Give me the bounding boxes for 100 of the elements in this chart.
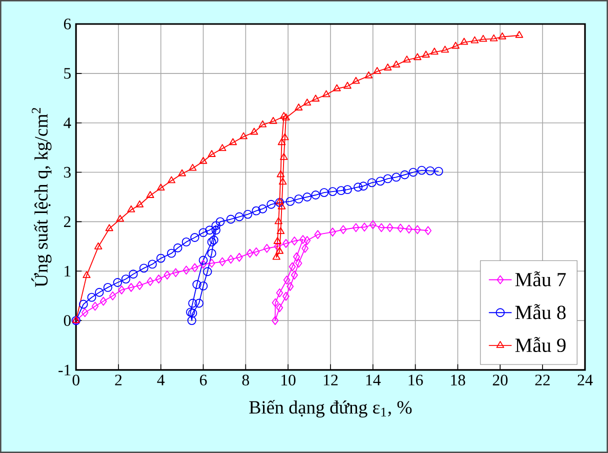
point (295, 258, 302, 268)
point (312, 94, 320, 102)
point (81, 308, 88, 318)
point (205, 226, 214, 235)
point (246, 248, 254, 258)
x-tick-label: 6 (200, 374, 207, 386)
point (234, 212, 244, 222)
point (203, 267, 212, 276)
point (272, 316, 279, 326)
point (199, 156, 208, 164)
point (282, 113, 290, 120)
x-tick-label: 22 (535, 374, 550, 386)
point (278, 178, 287, 185)
point (342, 185, 352, 194)
point (276, 170, 285, 178)
point (276, 227, 285, 234)
point (470, 36, 479, 44)
point (408, 168, 418, 177)
point (288, 262, 296, 272)
point (100, 296, 107, 306)
point (136, 280, 144, 290)
point (198, 281, 208, 290)
point (105, 224, 114, 232)
point (252, 206, 261, 216)
x-axis-title: Biến dạng đứng ε$_{1}$, % (249, 400, 412, 418)
point (276, 303, 284, 312)
point (282, 238, 290, 248)
point (274, 217, 282, 224)
point (358, 182, 368, 191)
point (417, 166, 426, 175)
point (109, 291, 116, 300)
point (128, 282, 135, 292)
point (378, 223, 385, 232)
y-tick-label: 0 (64, 315, 71, 326)
point (369, 220, 376, 230)
point (422, 50, 430, 58)
point (276, 288, 284, 298)
point (139, 264, 148, 273)
point (188, 164, 197, 171)
x-tick-label: 0 (72, 374, 80, 386)
point (322, 90, 330, 98)
point (156, 254, 166, 263)
x-tick-label: 18 (451, 374, 466, 386)
point (304, 236, 311, 245)
x-tick-label: 2 (115, 374, 122, 386)
point (278, 138, 286, 146)
point (116, 214, 124, 222)
point (460, 38, 468, 45)
point (208, 258, 216, 268)
point (392, 172, 401, 182)
point (178, 169, 186, 176)
point (155, 274, 162, 284)
point (236, 252, 243, 262)
point (424, 226, 432, 236)
point (146, 191, 154, 198)
point (156, 184, 165, 191)
point (376, 176, 385, 186)
point (400, 170, 410, 180)
point (168, 176, 176, 184)
point (441, 46, 449, 53)
point (92, 302, 99, 311)
point (136, 200, 144, 208)
x-tick-label: 12 (324, 374, 338, 386)
point (208, 150, 216, 157)
point (194, 298, 204, 308)
point (286, 196, 295, 206)
point (182, 266, 190, 275)
point (280, 133, 289, 140)
point (188, 298, 198, 308)
point (311, 190, 320, 200)
y-axis-title: Ứng suất lệch q, kg/cm$^{2}$ (31, 108, 52, 288)
point (186, 308, 195, 317)
point (490, 34, 498, 42)
y-tick-label: 1 (64, 266, 70, 276)
point (82, 271, 91, 278)
point (515, 30, 524, 38)
point (320, 188, 329, 198)
point (166, 248, 176, 258)
point (87, 292, 96, 302)
point (209, 236, 218, 244)
point (414, 225, 421, 234)
point (426, 166, 435, 176)
point (218, 144, 226, 152)
point (146, 277, 154, 286)
point (226, 214, 236, 224)
point (187, 316, 196, 326)
point (164, 270, 171, 280)
point (352, 76, 360, 84)
point (294, 104, 303, 110)
x-tick-label: 4 (157, 374, 165, 386)
point (250, 128, 258, 135)
point (434, 166, 444, 176)
point (373, 66, 382, 74)
point (498, 32, 506, 40)
point (118, 285, 126, 294)
point (266, 200, 276, 209)
y-tick-label: 4 (64, 118, 72, 128)
point (367, 178, 376, 188)
point (332, 84, 341, 92)
point (121, 274, 130, 284)
